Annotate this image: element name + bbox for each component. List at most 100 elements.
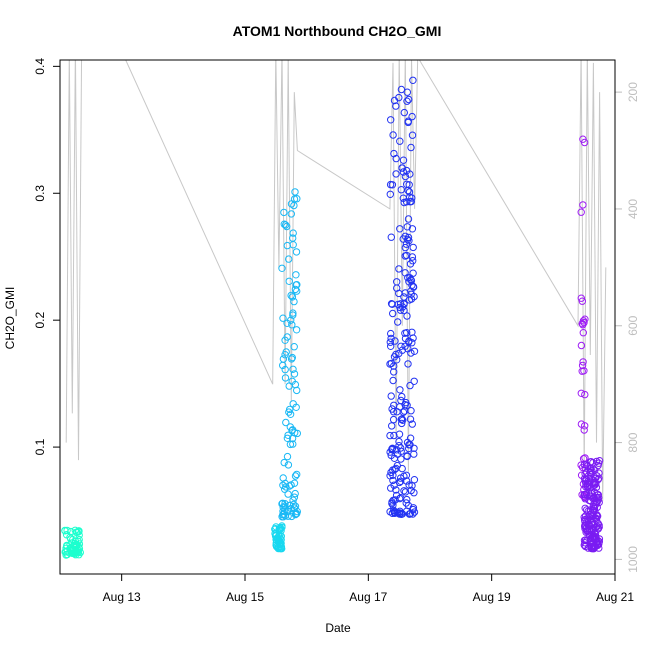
x-tick-label: Aug 13 (103, 590, 141, 604)
data-point-series-5 (581, 495, 589, 503)
data-point-series-3 (394, 318, 402, 326)
data-point-series-3 (410, 450, 418, 458)
data-point-series-3 (392, 491, 401, 500)
data-point-series-4 (579, 358, 587, 366)
data-point-series-0 (67, 527, 75, 536)
pressure-trace-line (65, 60, 607, 502)
data-point-series-5 (588, 488, 596, 496)
data-point-series-3 (403, 452, 411, 461)
data-point-series-2 (283, 434, 292, 442)
data-point-series-3 (387, 116, 395, 124)
data-point-series-4 (579, 321, 587, 329)
data-point-series-3 (410, 377, 418, 385)
data-point-series-2 (279, 355, 288, 363)
data-point-series-3 (390, 96, 399, 105)
data-point-series-3 (400, 108, 408, 117)
data-point-series-0 (69, 535, 77, 544)
data-point-series-3 (408, 482, 416, 490)
data-point-series-2 (283, 333, 291, 341)
data-point-series-1 (277, 525, 285, 533)
data-point-series-5 (591, 536, 599, 544)
data-point-series-3 (405, 444, 413, 453)
data-point-series-3 (395, 430, 404, 438)
data-point-series-2 (290, 493, 299, 501)
data-point-series-3 (406, 381, 414, 390)
data-point-series-3 (401, 289, 409, 297)
data-point-series-2 (289, 229, 297, 237)
data-point-series-3 (405, 481, 413, 489)
data-point-series-4 (581, 422, 589, 430)
data-point-series-3 (398, 419, 406, 428)
right-tick-label: 1000 (626, 546, 640, 573)
data-point-series-3 (397, 342, 405, 350)
data-point-series-3 (403, 235, 412, 244)
data-point-series-2 (279, 474, 287, 482)
data-point-series-2 (286, 410, 295, 418)
data-point-series-2 (281, 374, 290, 382)
data-point-series-3 (389, 471, 397, 479)
data-point-series-3 (390, 149, 398, 158)
data-point-series-3 (406, 170, 414, 178)
data-point-series-3 (404, 274, 412, 282)
data-point-series-3 (396, 386, 404, 394)
data-point-series-3 (389, 408, 398, 416)
data-point-series-3 (408, 225, 417, 233)
data-point-series-3 (387, 233, 395, 241)
data-point-series-3 (403, 223, 411, 231)
data-point-series-3 (392, 486, 400, 494)
data-point-series-3 (386, 180, 395, 189)
data-point-series-5 (580, 475, 589, 483)
data-point-series-3 (405, 337, 413, 345)
plot-area: Aug 13 Aug 15 Aug 17 Aug 19 Aug 21 0.1 0.2 0.3 0… (33, 58, 640, 604)
data-point-series-3 (386, 431, 394, 440)
data-point-series-2 (281, 221, 290, 229)
data-point-series-3 (390, 362, 398, 370)
data-point-series-2 (280, 208, 288, 217)
data-point-series-3 (389, 415, 398, 424)
data-point-series-3 (408, 281, 416, 289)
data-point-series-2 (285, 482, 294, 490)
data-point-series-2 (281, 365, 289, 374)
data-point-series-3 (388, 422, 396, 430)
data-point-series-2 (289, 365, 297, 373)
data-point-series-3 (404, 501, 413, 510)
data-point-series-2 (283, 241, 291, 250)
data-point-series-2 (280, 220, 288, 228)
data-point-series-3 (399, 168, 408, 176)
y-tick-label: 0.1 (33, 438, 47, 455)
data-point-series-0 (63, 542, 71, 550)
x-tick-label: Aug 17 (349, 590, 387, 604)
right-tick-label: 200 (626, 82, 640, 102)
data-point-series-2 (291, 285, 300, 294)
data-point-series-2 (281, 500, 289, 508)
data-point-series-4 (577, 208, 585, 216)
data-point-series-3 (396, 474, 405, 482)
data-point-series-3 (407, 143, 415, 152)
chart-title: ATOM1 Northbound CH2O_GMI (233, 23, 442, 39)
data-point-series-2 (291, 489, 299, 498)
data-point-series-3 (409, 283, 418, 291)
data-point-series-2 (293, 470, 301, 479)
data-point-series-3 (390, 368, 398, 376)
data-point-series-5 (595, 474, 603, 482)
data-point-series-2 (288, 427, 296, 435)
data-point-series-1 (276, 525, 284, 534)
data-point-series-2 (281, 351, 289, 359)
data-point-series-4 (579, 201, 587, 209)
data-point-series-2 (292, 326, 301, 334)
data-point-series-1 (271, 529, 279, 538)
data-point-series-3 (403, 329, 411, 337)
data-point-series-5 (595, 457, 604, 465)
data-point-series-5 (591, 466, 599, 474)
data-point-series-3 (388, 499, 396, 508)
data-point-series-2 (281, 502, 289, 510)
data-point-series-2 (292, 248, 301, 256)
right-tick-label: 600 (626, 315, 640, 335)
data-point-series-0 (62, 551, 70, 559)
data-point-series-3 (410, 444, 418, 452)
data-point-series-2 (292, 281, 300, 289)
data-point-series-0 (71, 548, 80, 556)
y-tick-label: 0.2 (33, 312, 47, 329)
data-point-series-0 (74, 548, 83, 556)
